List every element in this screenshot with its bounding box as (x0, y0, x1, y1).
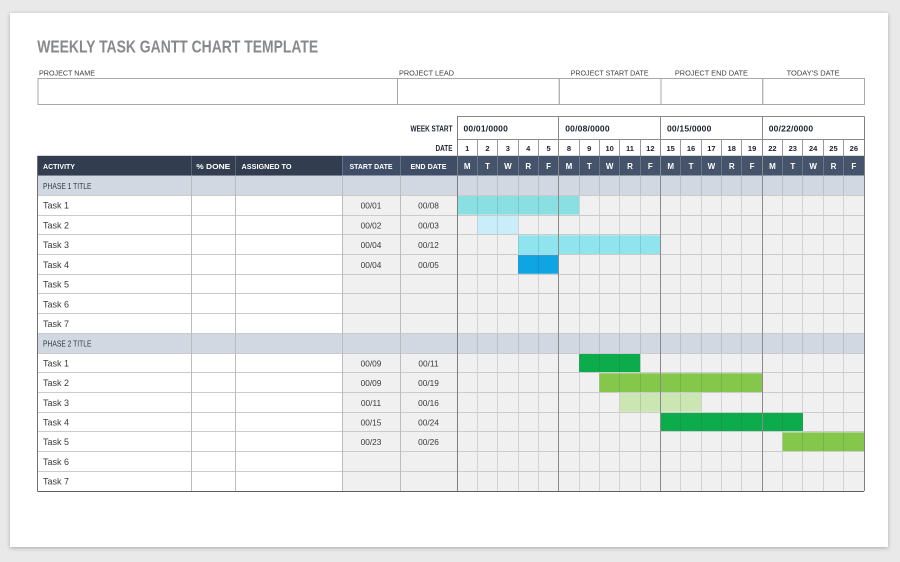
svg-text:F: F (851, 162, 856, 171)
svg-text:00/22/0000: 00/22/0000 (769, 124, 814, 134)
svg-text:M: M (566, 162, 573, 171)
svg-text:17: 17 (707, 144, 715, 153)
svg-text:W: W (809, 162, 817, 171)
svg-text:25: 25 (829, 144, 837, 153)
svg-text:00/26: 00/26 (418, 437, 439, 447)
svg-text:PHASE 1 TITLE: PHASE 1 TITLE (43, 182, 92, 191)
svg-text:24: 24 (809, 144, 818, 153)
svg-text:00/12: 00/12 (418, 240, 439, 250)
svg-text:PROJECT NAME: PROJECT NAME (39, 69, 95, 78)
svg-text:2: 2 (485, 144, 489, 153)
svg-text:00/11: 00/11 (418, 358, 439, 368)
svg-text:TODAY'S DATE: TODAY'S DATE (787, 69, 840, 78)
svg-text:19: 19 (748, 144, 756, 153)
svg-text:10: 10 (605, 144, 613, 153)
svg-text:ASSIGNED TO: ASSIGNED TO (242, 162, 292, 171)
svg-text:W: W (708, 162, 716, 171)
svg-text:5: 5 (546, 144, 550, 153)
svg-text:M: M (769, 162, 776, 171)
svg-text:3: 3 (506, 144, 510, 153)
svg-text:WEEKLY TASK GANTT CHART TEMPLA: WEEKLY TASK GANTT CHART TEMPLATE (37, 37, 318, 57)
svg-text:11: 11 (626, 144, 634, 153)
svg-text:00/15/0000: 00/15/0000 (667, 124, 712, 134)
svg-text:F: F (648, 162, 653, 171)
svg-text:PROJECT END DATE: PROJECT END DATE (675, 69, 748, 78)
svg-text:% DONE: % DONE (196, 162, 230, 171)
svg-text:T: T (689, 162, 694, 171)
svg-text:22: 22 (768, 144, 776, 153)
svg-text:Task 4: Task 4 (43, 260, 69, 270)
svg-text:9: 9 (587, 144, 591, 153)
svg-text:1: 1 (465, 144, 469, 153)
svg-text:00/01/0000: 00/01/0000 (464, 124, 509, 134)
svg-text:START DATE: START DATE (350, 162, 393, 171)
svg-text:00/19: 00/19 (418, 378, 439, 388)
svg-text:Task 7: Task 7 (43, 319, 69, 329)
svg-text:Task 1: Task 1 (43, 358, 69, 368)
svg-text:00/23: 00/23 (361, 437, 382, 447)
svg-text:PROJECT START DATE: PROJECT START DATE (571, 69, 649, 78)
svg-text:T: T (587, 162, 592, 171)
svg-text:00/15: 00/15 (361, 418, 382, 428)
svg-text:00/08/0000: 00/08/0000 (565, 124, 610, 134)
svg-text:Task 2: Task 2 (43, 378, 69, 388)
svg-text:18: 18 (728, 144, 736, 153)
svg-text:00/04: 00/04 (361, 240, 382, 250)
svg-text:Task 5: Task 5 (43, 280, 69, 290)
svg-text:R: R (627, 162, 633, 171)
svg-text:00/11: 00/11 (361, 398, 382, 408)
svg-text:T: T (790, 162, 795, 171)
svg-text:00/05: 00/05 (418, 260, 439, 270)
svg-text:12: 12 (646, 144, 654, 153)
svg-text:Task 5: Task 5 (43, 437, 69, 447)
svg-text:T: T (485, 162, 490, 171)
svg-text:00/02: 00/02 (361, 220, 382, 230)
svg-text:26: 26 (850, 144, 858, 153)
svg-text:16: 16 (687, 144, 695, 153)
svg-text:ACTIVITY: ACTIVITY (43, 162, 75, 171)
svg-text:PROJECT LEAD: PROJECT LEAD (399, 69, 455, 78)
svg-text:00/01: 00/01 (361, 201, 382, 211)
svg-text:Task 2: Task 2 (43, 220, 69, 230)
svg-text:Task 4: Task 4 (43, 418, 69, 428)
svg-text:R: R (831, 162, 837, 171)
svg-text:00/24: 00/24 (418, 418, 439, 428)
svg-text:00/04: 00/04 (361, 260, 382, 270)
svg-text:00/08: 00/08 (418, 201, 439, 211)
svg-text:M: M (464, 162, 471, 171)
svg-text:PHASE 2 TITLE: PHASE 2 TITLE (43, 339, 92, 348)
svg-text:8: 8 (567, 144, 571, 153)
svg-text:Task 6: Task 6 (43, 299, 69, 309)
svg-text:00/03: 00/03 (418, 220, 439, 230)
svg-text:00/16: 00/16 (418, 398, 439, 408)
svg-text:WEEK START: WEEK START (411, 125, 453, 134)
svg-text:Task 6: Task 6 (43, 457, 69, 467)
svg-text:23: 23 (789, 144, 797, 153)
svg-text:DATE: DATE (436, 144, 454, 153)
svg-text:Task 3: Task 3 (43, 398, 69, 408)
svg-text:M: M (667, 162, 674, 171)
svg-text:F: F (750, 162, 755, 171)
svg-text:4: 4 (526, 144, 531, 153)
svg-text:W: W (504, 162, 512, 171)
svg-text:00/09: 00/09 (361, 358, 382, 368)
svg-text:Task 3: Task 3 (43, 240, 69, 250)
svg-text:F: F (546, 162, 551, 171)
svg-text:R: R (525, 162, 531, 171)
svg-text:00/09: 00/09 (361, 378, 382, 388)
svg-text:W: W (606, 162, 614, 171)
svg-text:15: 15 (666, 144, 674, 153)
svg-text:END DATE: END DATE (411, 162, 447, 171)
svg-text:Task 7: Task 7 (43, 477, 69, 487)
svg-text:Task 1: Task 1 (43, 201, 69, 211)
svg-text:R: R (729, 162, 735, 171)
